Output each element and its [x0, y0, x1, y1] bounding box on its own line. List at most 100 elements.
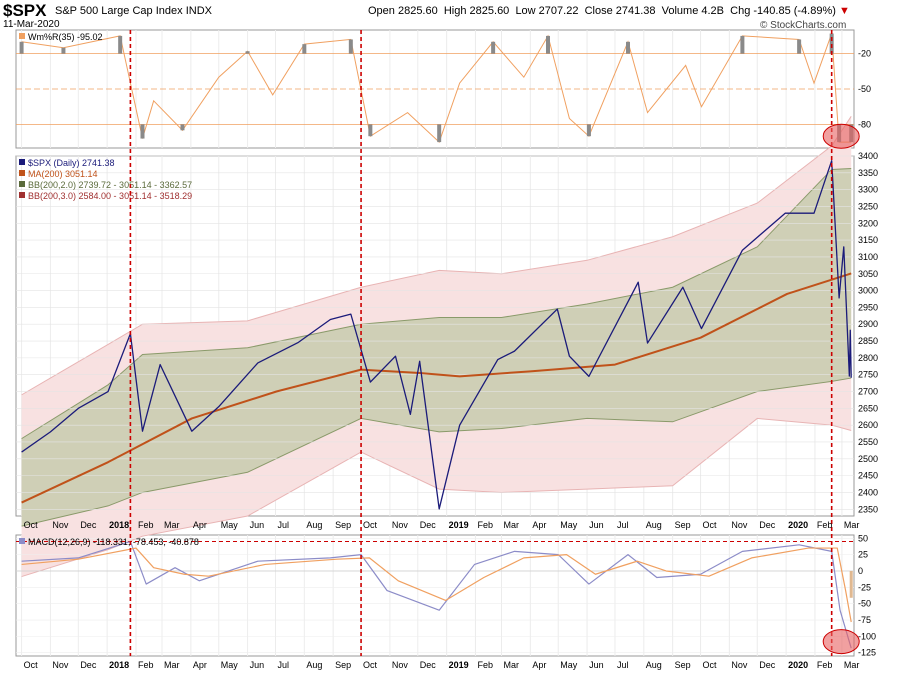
- price-tick-label: 2700: [858, 387, 878, 397]
- macd-tick-label: -25: [858, 582, 871, 592]
- x-tick-label: Dec: [420, 660, 437, 670]
- x-tick-label: Nov: [731, 520, 748, 530]
- legend-swatch: [19, 170, 25, 176]
- x-tick-label: Aug: [646, 520, 662, 530]
- x-tick-label: Nov: [52, 660, 69, 670]
- x-tick-label: 2019: [449, 520, 469, 530]
- x-tick-label: Dec: [80, 520, 97, 530]
- x-tick-label: Feb: [477, 660, 493, 670]
- x-tick-label: Sep: [335, 660, 351, 670]
- price-legend-entry: BB(200,3.0) 2584.00 - 3051.14 - 3518.29: [28, 191, 192, 201]
- x-tick-label: May: [221, 660, 239, 670]
- x-tick-label: Oct: [24, 660, 39, 670]
- x-tick-label: Feb: [817, 660, 833, 670]
- price-tick-label: 3200: [858, 218, 878, 228]
- willr-legend: Wm%R(35) -95.02: [28, 32, 103, 42]
- x-tick-label: Sep: [335, 520, 351, 530]
- price-tick-label: 3150: [858, 235, 878, 245]
- description-text: S&P 500 Large Cap Index: [55, 5, 183, 17]
- x-tick-label: 2020: [788, 660, 808, 670]
- x-tick-label: Mar: [164, 520, 180, 530]
- x-tick-label: Mar: [164, 660, 180, 670]
- macd-highlight-circle: [823, 630, 859, 654]
- macd-tick-label: -125: [858, 648, 876, 658]
- x-tick-label: Nov: [52, 520, 69, 530]
- x-tick-label: Jul: [277, 660, 289, 670]
- volume-value: Volume 4.2B: [662, 5, 724, 17]
- x-tick-label: Apr: [532, 520, 546, 530]
- willr-tick-label: -50: [858, 84, 871, 94]
- x-tick-label: Dec: [420, 520, 437, 530]
- x-tick-label: Aug: [306, 520, 322, 530]
- price-tick-label: 2850: [858, 336, 878, 346]
- price-tick-label: 2800: [858, 353, 878, 363]
- x-tick-label: Sep: [675, 520, 691, 530]
- price-tick-label: 2350: [858, 504, 878, 514]
- willr-tick-label: -20: [858, 49, 871, 59]
- price-tick-label: 3350: [858, 168, 878, 178]
- x-tick-label: Mar: [504, 660, 520, 670]
- x-tick-label: Jul: [617, 660, 629, 670]
- x-tick-label: Dec: [759, 520, 776, 530]
- x-tick-label: Dec: [759, 660, 776, 670]
- x-tick-label: 2019: [449, 660, 469, 670]
- price-tick-label: 3050: [858, 269, 878, 279]
- price-tick-label: 2550: [858, 437, 878, 447]
- price-tick-label: 3400: [858, 151, 878, 161]
- x-tick-label: Oct: [24, 520, 39, 530]
- price-tick-label: 2600: [858, 420, 878, 430]
- price-tick-label: 2750: [858, 370, 878, 380]
- credit-text: © StockCharts.com: [760, 20, 846, 31]
- x-tick-label: Oct: [703, 660, 718, 670]
- macd-tick-label: -75: [858, 615, 871, 625]
- ticker-symbol: $SPX: [3, 1, 46, 21]
- price-tick-label: 2900: [858, 319, 878, 329]
- price-tick-label: 2450: [858, 471, 878, 481]
- x-tick-label: Feb: [477, 520, 493, 530]
- open-value: Open 2825.60: [368, 5, 438, 17]
- x-tick-label: Oct: [703, 520, 718, 530]
- x-tick-label: Apr: [193, 660, 207, 670]
- x-tick-label: Dec: [80, 660, 97, 670]
- legend-swatch: [19, 33, 25, 39]
- change-value: Chg -140.85 (-4.89%): [730, 5, 836, 17]
- price-legend-entry: $SPX (Daily) 2741.38: [28, 158, 115, 168]
- x-tick-label: Sep: [675, 660, 691, 670]
- x-tick-label: Feb: [138, 660, 154, 670]
- price-tick-label: 2400: [858, 487, 878, 497]
- price-tick-label: 2950: [858, 302, 878, 312]
- legend-swatch: [19, 538, 25, 544]
- x-tick-label: Jun: [250, 660, 265, 670]
- x-tick-label: May: [221, 520, 239, 530]
- high-value: High 2825.60: [444, 5, 509, 17]
- x-tick-label: Oct: [363, 660, 378, 670]
- macd-legend: MACD(12,26,9) -118.331, -78.453, -40.878: [28, 537, 199, 547]
- down-arrow-icon: ▼: [839, 5, 850, 17]
- close-value: Close 2741.38: [585, 5, 656, 17]
- legend-swatch: [19, 181, 25, 187]
- willr-tick-label: -80: [858, 119, 871, 129]
- x-tick-label: Mar: [844, 520, 860, 530]
- price-tick-label: 3250: [858, 201, 878, 211]
- macd-tick-label: 0: [858, 566, 863, 576]
- x-tick-label: Oct: [363, 520, 378, 530]
- x-tick-label: May: [560, 520, 578, 530]
- ticker-description: S&P 500 Large Cap Index INDX: [55, 5, 212, 17]
- exchange-text: INDX: [186, 5, 212, 17]
- x-tick-label: Aug: [646, 660, 662, 670]
- x-tick-label: Nov: [392, 660, 409, 670]
- price-tick-label: 2500: [858, 454, 878, 464]
- x-tick-label: 2018: [109, 520, 129, 530]
- price-tick-label: 3300: [858, 185, 878, 195]
- x-tick-label: Jun: [250, 520, 265, 530]
- x-tick-label: Jul: [617, 520, 629, 530]
- x-tick-label: Nov: [392, 520, 409, 530]
- macd-tick-label: 50: [858, 533, 868, 543]
- oversold-highlight-circle: [823, 124, 859, 148]
- quote-date: 11-Mar-2020: [3, 19, 60, 30]
- x-tick-label: Aug: [306, 660, 322, 670]
- price-tick-label: 3100: [858, 252, 878, 262]
- macd-tick-label: -50: [858, 599, 871, 609]
